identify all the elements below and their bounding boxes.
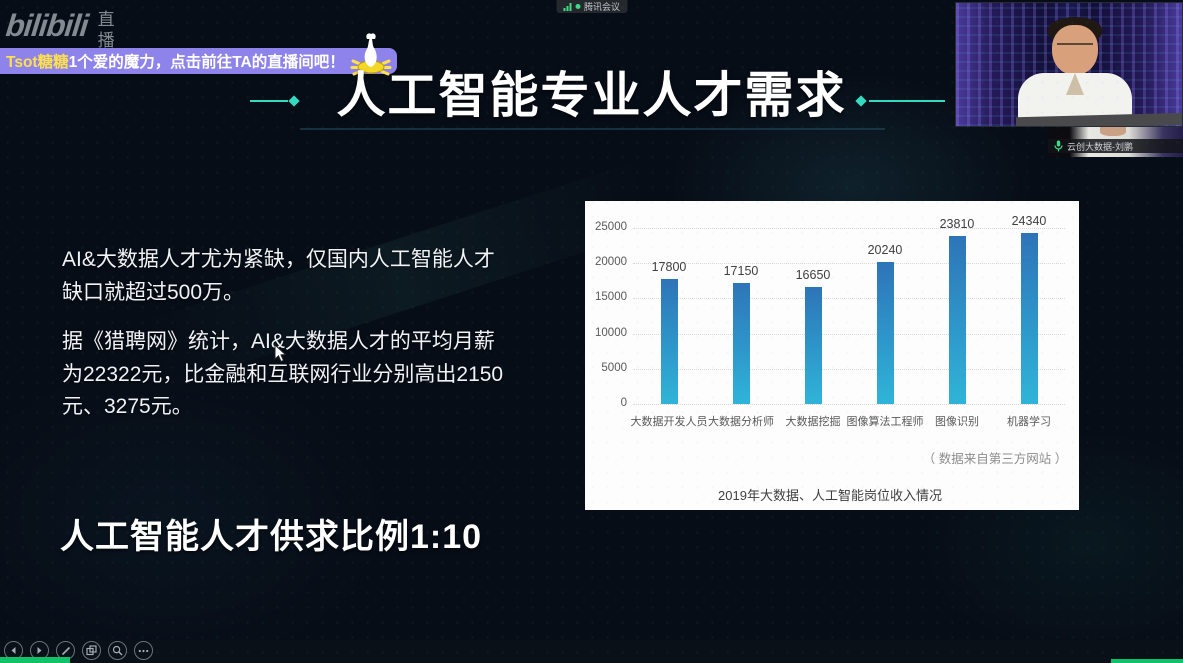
microphone-icon — [1054, 140, 1063, 152]
gridline — [633, 368, 1065, 370]
mouse-cursor — [274, 344, 287, 363]
x-category-label: 图像识别 — [935, 416, 979, 428]
gift-banner-message: 1个爱的魔力，点击前往TA的直播间吧！ — [68, 54, 345, 71]
prev-slide-icon — [11, 647, 16, 654]
x-category-label: 大数据开发人员 — [630, 416, 708, 428]
chart-panel: 0 5000 10000 15000 20000 25000 17800 大数据开发人员 171… — [585, 201, 1079, 510]
gridline — [633, 228, 1065, 229]
y-axis-tick-label: 10000 — [595, 326, 627, 339]
bar-value-label: 20240 — [867, 242, 903, 257]
y-axis-tick-label: 25000 — [595, 221, 627, 233]
bar-value-label: 23810 — [939, 217, 975, 232]
slide-paragraph-2: 据《猎聘网》统计，AI&大数据人才的平均月薪为22322元，比金融和互联网行业分… — [62, 330, 504, 419]
y-axis-tick-label: 0 — [620, 397, 627, 409]
x-category-label: 图像算法工程师 — [846, 416, 924, 428]
gridline — [633, 404, 1065, 405]
self-view-video: 云创大数据-刘鹏 — [1048, 127, 1183, 157]
gift-banner[interactable]: Tsot糖糖 1个爱的魔力，点击前往TA的直播间吧！ — [0, 33, 397, 76]
x-category-label: 大数据挖掘 — [785, 416, 841, 428]
title-decoration-line-left — [250, 100, 288, 102]
slide-paragraph-1: AI&大数据人才尤为紧缺，仅国内人工智能人才缺口就超过500万。 — [62, 248, 495, 304]
y-axis-tick-label: 15000 — [595, 291, 627, 304]
bar-value-label: 17150 — [723, 264, 759, 279]
gridline — [633, 333, 1065, 335]
bilibili-live-vertical-label: 直 播 — [97, 10, 115, 50]
player-bottom-bar — [0, 640, 1183, 663]
zoom-tool-button[interactable] — [108, 641, 127, 660]
bar-value-label: 16650 — [795, 267, 831, 282]
chart-bar — [804, 286, 822, 404]
title-decoration-line-right — [869, 100, 945, 102]
slide-title: 人工智能专业人才需求 — [336, 69, 847, 123]
chart-title: 2019年大数据、人工智能岗位收入情况 — [718, 488, 942, 503]
y-axis-tick-label: 5000 — [601, 361, 627, 374]
chart-bar — [1020, 232, 1038, 404]
chart-bar — [660, 278, 678, 404]
duck-dive-icon — [350, 33, 392, 76]
signal-bars-icon — [562, 2, 571, 11]
x-category-label: 机器学习 — [1007, 416, 1051, 428]
presenter-webcam-video — [955, 2, 1183, 127]
gridline — [633, 263, 1065, 265]
gift-banner-username: Tsot糖糖 — [6, 54, 69, 71]
participant-name: 云创大数据-刘鹏 — [1067, 141, 1133, 152]
slide-sorter-icon — [86, 645, 97, 656]
chart-plot: 0 5000 10000 15000 20000 25000 17800 大数据开发人员 171… — [585, 201, 1079, 510]
title-underline — [300, 128, 885, 130]
chart-bar — [732, 283, 750, 404]
live-dot-icon — [574, 4, 580, 9]
pen-icon — [61, 646, 70, 655]
participant-nametag: 云创大数据-刘鹏 — [1048, 139, 1183, 153]
x-category-label: 大数据分析师 — [708, 416, 774, 428]
bar-value-label: 24340 — [1011, 213, 1047, 228]
prev-slide-button[interactable] — [4, 641, 23, 660]
presenter-glasses — [1057, 43, 1093, 51]
bar-value-label: 17800 — [651, 259, 687, 274]
chart-source-note: （ 数据来自第三方网站 ） — [922, 452, 1068, 466]
meeting-status-bar[interactable]: 腾讯会议 — [555, 0, 628, 13]
chart-bar — [876, 261, 894, 404]
slide-title-row: 人工智能专业人才需求 — [0, 69, 1183, 123]
gridline — [633, 298, 1065, 300]
more-options-button[interactable] — [134, 641, 153, 660]
presenter-face — [1052, 25, 1098, 75]
progress-bar-right-segment — [1111, 659, 1183, 663]
chart-bar — [948, 236, 966, 404]
self-view-person — [1100, 127, 1126, 136]
bilibili-logo: bilibili 直 播 — [4, 6, 115, 50]
slide-footer-text: 人工智能人才供求比例1:10 — [60, 518, 483, 556]
y-axis-tick-label: 20000 — [595, 256, 627, 269]
next-slide-icon — [37, 647, 42, 654]
presentation-toolbar — [4, 641, 153, 660]
ellipsis-icon — [138, 649, 149, 652]
meeting-app-label: 腾讯会议 — [583, 2, 621, 12]
bilibili-logo-text: bilibili — [4, 8, 90, 43]
magnifier-icon — [112, 645, 123, 656]
progress-bar-left-segment — [0, 657, 70, 663]
slide-sorter-button[interactable] — [82, 641, 101, 660]
